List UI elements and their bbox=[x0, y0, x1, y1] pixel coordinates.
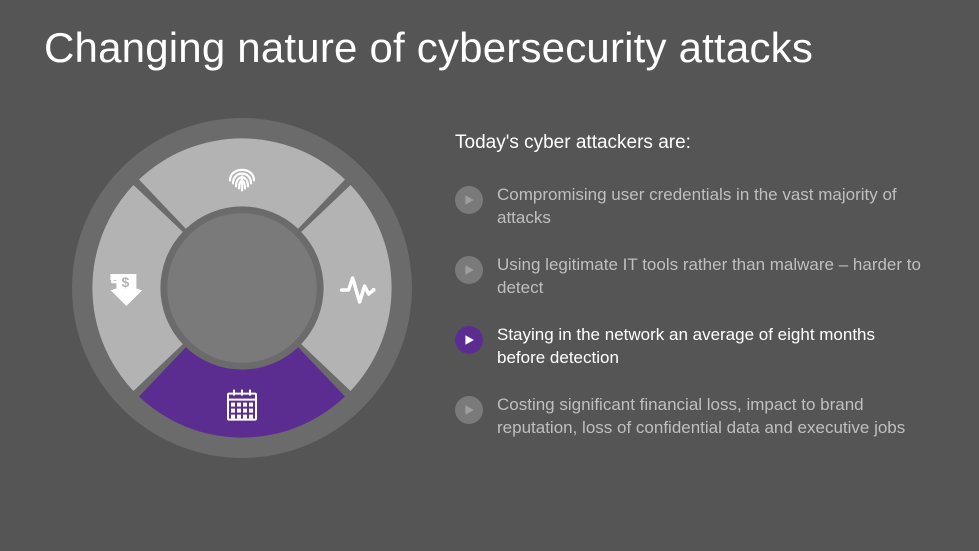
donut-hub bbox=[167, 213, 317, 363]
bullet-text: Using legitimate IT tools rather than ma… bbox=[497, 254, 925, 300]
bullet-item: Compromising user credentials in the vas… bbox=[455, 184, 925, 230]
bullet-item: Costing significant financial loss, impa… bbox=[455, 394, 925, 440]
bullet-text: Staying in the network an average of eig… bbox=[497, 324, 925, 370]
play-icon bbox=[455, 326, 483, 354]
bullet-text: Costing significant financial loss, impa… bbox=[497, 394, 925, 440]
subtitle: Today's cyber attackers are: bbox=[455, 132, 925, 154]
bullet-item: Using legitimate IT tools rather than ma… bbox=[455, 254, 925, 300]
svg-text:$: $ bbox=[122, 274, 130, 290]
play-icon bbox=[455, 186, 483, 214]
bullet-item: Staying in the network an average of eig… bbox=[455, 324, 925, 370]
bullet-list: Compromising user credentials in the vas… bbox=[455, 184, 925, 440]
play-icon bbox=[455, 396, 483, 424]
play-icon bbox=[455, 256, 483, 284]
donut-chart: $ bbox=[72, 118, 412, 458]
content-column: Today's cyber attackers are: Compromisin… bbox=[455, 132, 925, 440]
donut-svg: $ bbox=[72, 118, 412, 458]
bullet-text: Compromising user credentials in the vas… bbox=[497, 184, 925, 230]
slide-title: Changing nature of cybersecurity attacks bbox=[44, 24, 813, 72]
